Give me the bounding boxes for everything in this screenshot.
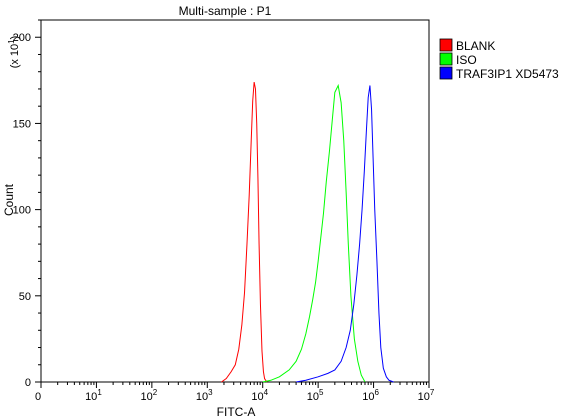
x-axis-label: FITC-A: [217, 405, 256, 419]
x-tick-label: 105: [307, 388, 324, 403]
x-tick-label: 104: [251, 388, 268, 403]
x-tick-label: 101: [85, 388, 102, 403]
legend-swatch: [439, 38, 453, 52]
y-axis: 0 50 100 150 200: [13, 19, 41, 389]
x-tick-label: 103: [196, 388, 213, 403]
legend-label: BLANK: [456, 39, 495, 53]
y-tick-label: 200: [13, 32, 31, 44]
series-curves: [221, 81, 394, 383]
legend-label: TRAF3IP1 XD5473: [456, 67, 559, 81]
series-line: [221, 81, 268, 383]
plot-frame: [40, 19, 430, 383]
series-line: [296, 85, 394, 383]
legend-label: ISO: [456, 53, 477, 67]
y-tick-label: 150: [13, 118, 31, 130]
x-tick-label: 102: [141, 388, 158, 403]
x-tick-label: 0: [35, 391, 41, 403]
x-tick-label: 107: [418, 388, 435, 403]
legend-swatch: [439, 66, 453, 80]
chart-title: Multi-sample : P1: [179, 4, 272, 18]
x-tick-label: 106: [362, 388, 379, 403]
y-tick-label: 0: [25, 377, 31, 389]
y-tick-label: 50: [19, 291, 31, 303]
y-scale-note: (x 101): [7, 36, 21, 69]
legend-swatch: [439, 52, 453, 66]
series-line: [262, 83, 366, 383]
y-axis-label: Count: [2, 183, 16, 216]
x-axis: 0 101 102 103 104 105 106 107: [35, 382, 435, 403]
y-tick-label: 100: [13, 205, 31, 217]
